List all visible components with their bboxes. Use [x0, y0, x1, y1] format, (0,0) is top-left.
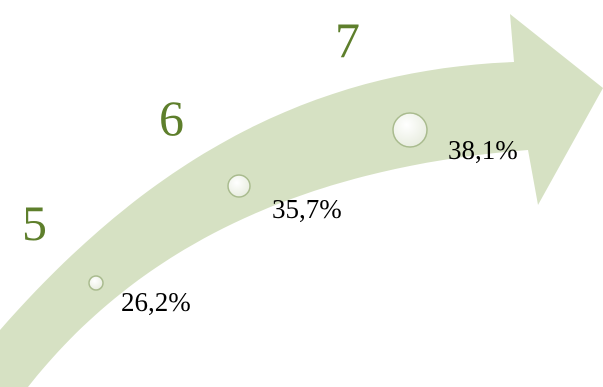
- step-number-6: 6: [159, 90, 184, 146]
- step-value-7: 38,1%: [448, 135, 518, 165]
- curved-arrow: [0, 14, 603, 387]
- step-marker-7: [392, 112, 428, 148]
- step-value-5: 26,2%: [121, 287, 191, 317]
- step-number-7: 7: [335, 12, 360, 68]
- step-marker-5: [88, 275, 104, 291]
- step-marker-6: [227, 174, 251, 198]
- step-value-6: 35,7%: [272, 194, 342, 224]
- step-number-5: 5: [22, 195, 47, 251]
